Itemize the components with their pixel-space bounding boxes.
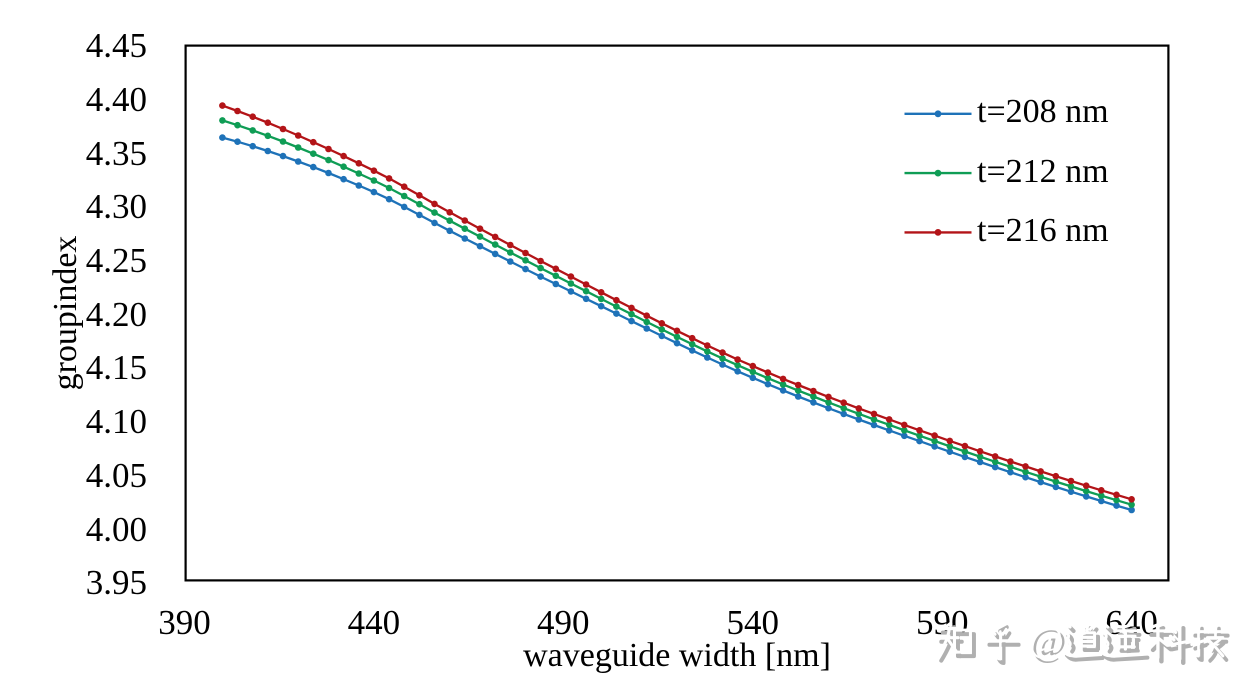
- svg-text:@: @: [1028, 618, 1063, 660]
- svg-text:@: @: [1032, 622, 1067, 664]
